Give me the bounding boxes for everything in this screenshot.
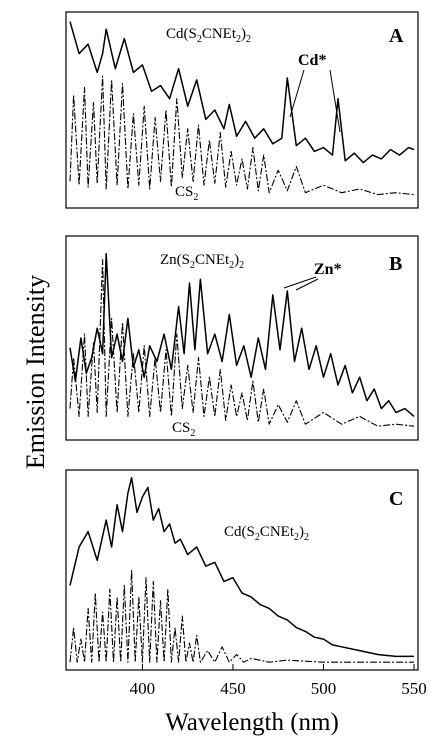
x-tick-label: 550 (401, 679, 427, 698)
panel-a-arrow-2 (329, 69, 341, 133)
x-tick-label: 450 (220, 679, 246, 698)
x-axis: 400 450 500 550 (130, 664, 427, 698)
panel-b-letter: B (389, 253, 402, 275)
panel-b-compound-label: Zn(S2CNEt2)2 (160, 252, 244, 271)
panel-b-series-cs2 (69, 259, 415, 427)
panel-a-plot-area (69, 21, 415, 196)
panel-a-atomic-label: Cd* (298, 52, 326, 69)
panel-a-frame (65, 11, 419, 209)
panel-a-compound-label: Cd(S2CNEt2)2 (166, 26, 251, 45)
panel-a-lower-label: CS2 (175, 184, 198, 203)
panel-c-letter: C (389, 488, 403, 510)
panel-b-arrow-2 (295, 278, 319, 291)
panel-b-lower-label: CS2 (172, 420, 195, 439)
y-axis-label: Emission Intensity (21, 275, 50, 469)
panel-c-compound-label: Cd(S2CNEt2)2 (224, 524, 309, 543)
panel-b: B Zn(S2CNEt2)2 Zn* CS2 (65, 235, 419, 441)
x-axis-label: Wavelength (nm) (165, 709, 339, 736)
panel-c-plot-area (69, 477, 414, 663)
panel-b-series-compound (69, 252, 415, 417)
x-tick-label: 500 (311, 679, 337, 698)
panel-a: A Cd(S2CNEt2)2 Cd* CS2 (65, 11, 419, 209)
panel-b-plot-area (69, 252, 415, 427)
panel-b-atomic-label: Zn* (314, 261, 342, 278)
panel-b-arrow-1 (283, 276, 317, 289)
panel-a-letter: A (389, 25, 404, 47)
x-tick-label: 400 (130, 679, 156, 698)
panel-b-frame (65, 235, 419, 441)
panel-a-series-cs2 (69, 75, 415, 196)
panel-c-series-compound (69, 477, 414, 658)
panel-c-frame (65, 469, 419, 671)
panel-c-series-cs2 (69, 569, 414, 663)
panel-a-arrow-1 (289, 69, 305, 118)
panel-a-series-compound (69, 21, 415, 164)
panel-c: 400 450 500 550 C Cd(S2CNEt2)2 (65, 469, 427, 698)
